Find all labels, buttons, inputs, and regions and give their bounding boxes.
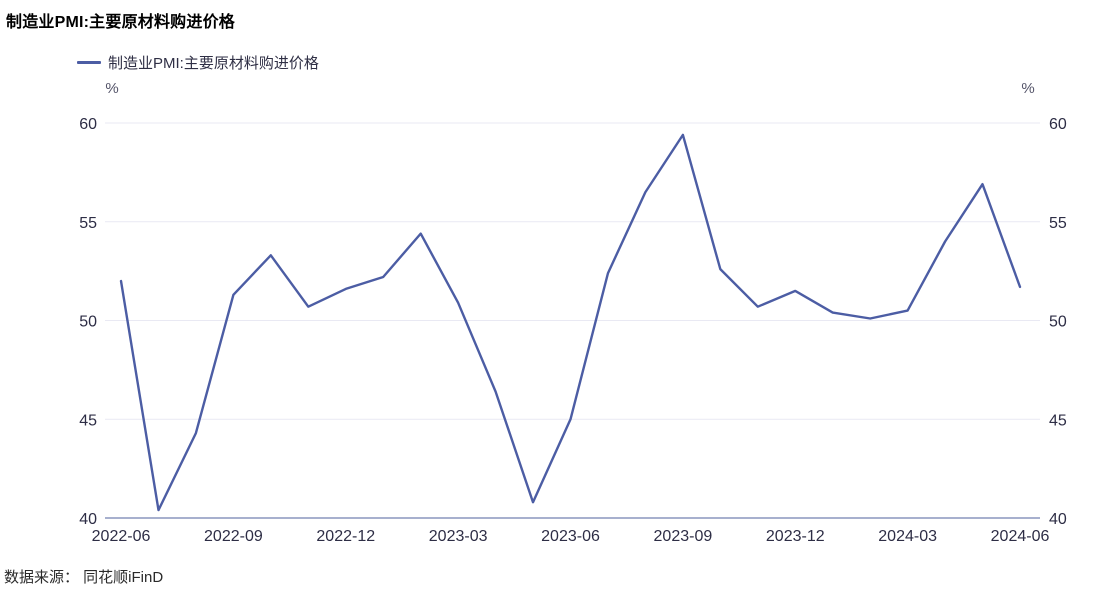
pmi-price-line (119, 133, 1022, 512)
y-axis-unit-left: % (105, 80, 118, 97)
data-source: 数据来源： 同花顺iFinD (4, 569, 164, 586)
legend-label: 制造业PMI:主要原材料购进价格 (108, 55, 319, 72)
x-tick-label: 2022-06 (92, 528, 151, 545)
x-tick-label: 2023-06 (541, 528, 600, 545)
x-tick-label: 2023-03 (429, 528, 488, 545)
y-tick-label-left: 40 (79, 511, 97, 528)
y-tick-label-left: 60 (79, 116, 97, 133)
y-tick-label-right: 60 (1049, 116, 1067, 133)
y-tick-label-left: 55 (79, 215, 97, 232)
x-tick-label: 2022-09 (204, 528, 263, 545)
y-tick-label-right: 45 (1049, 412, 1067, 429)
x-tick-label: 2023-09 (654, 528, 713, 545)
y-tick-label-left: 50 (79, 314, 97, 331)
legend-line-swatch (77, 61, 101, 64)
x-tick-label: 2023-12 (766, 528, 825, 545)
x-tick-label: 2022-12 (316, 528, 375, 545)
y-axis-unit-right: % (1021, 80, 1034, 97)
y-tick-label-left: 45 (79, 412, 97, 429)
page-title: 制造业PMI:主要原材料购进价格 (6, 14, 235, 31)
legend: 制造业PMI:主要原材料购进价格 (77, 52, 319, 73)
y-tick-label-right: 50 (1049, 314, 1067, 331)
y-tick-label-right: 40 (1049, 511, 1067, 528)
x-tick-label: 2024-06 (991, 528, 1050, 545)
x-tick-label: 2024-03 (878, 528, 937, 545)
y-tick-label-right: 55 (1049, 215, 1067, 232)
